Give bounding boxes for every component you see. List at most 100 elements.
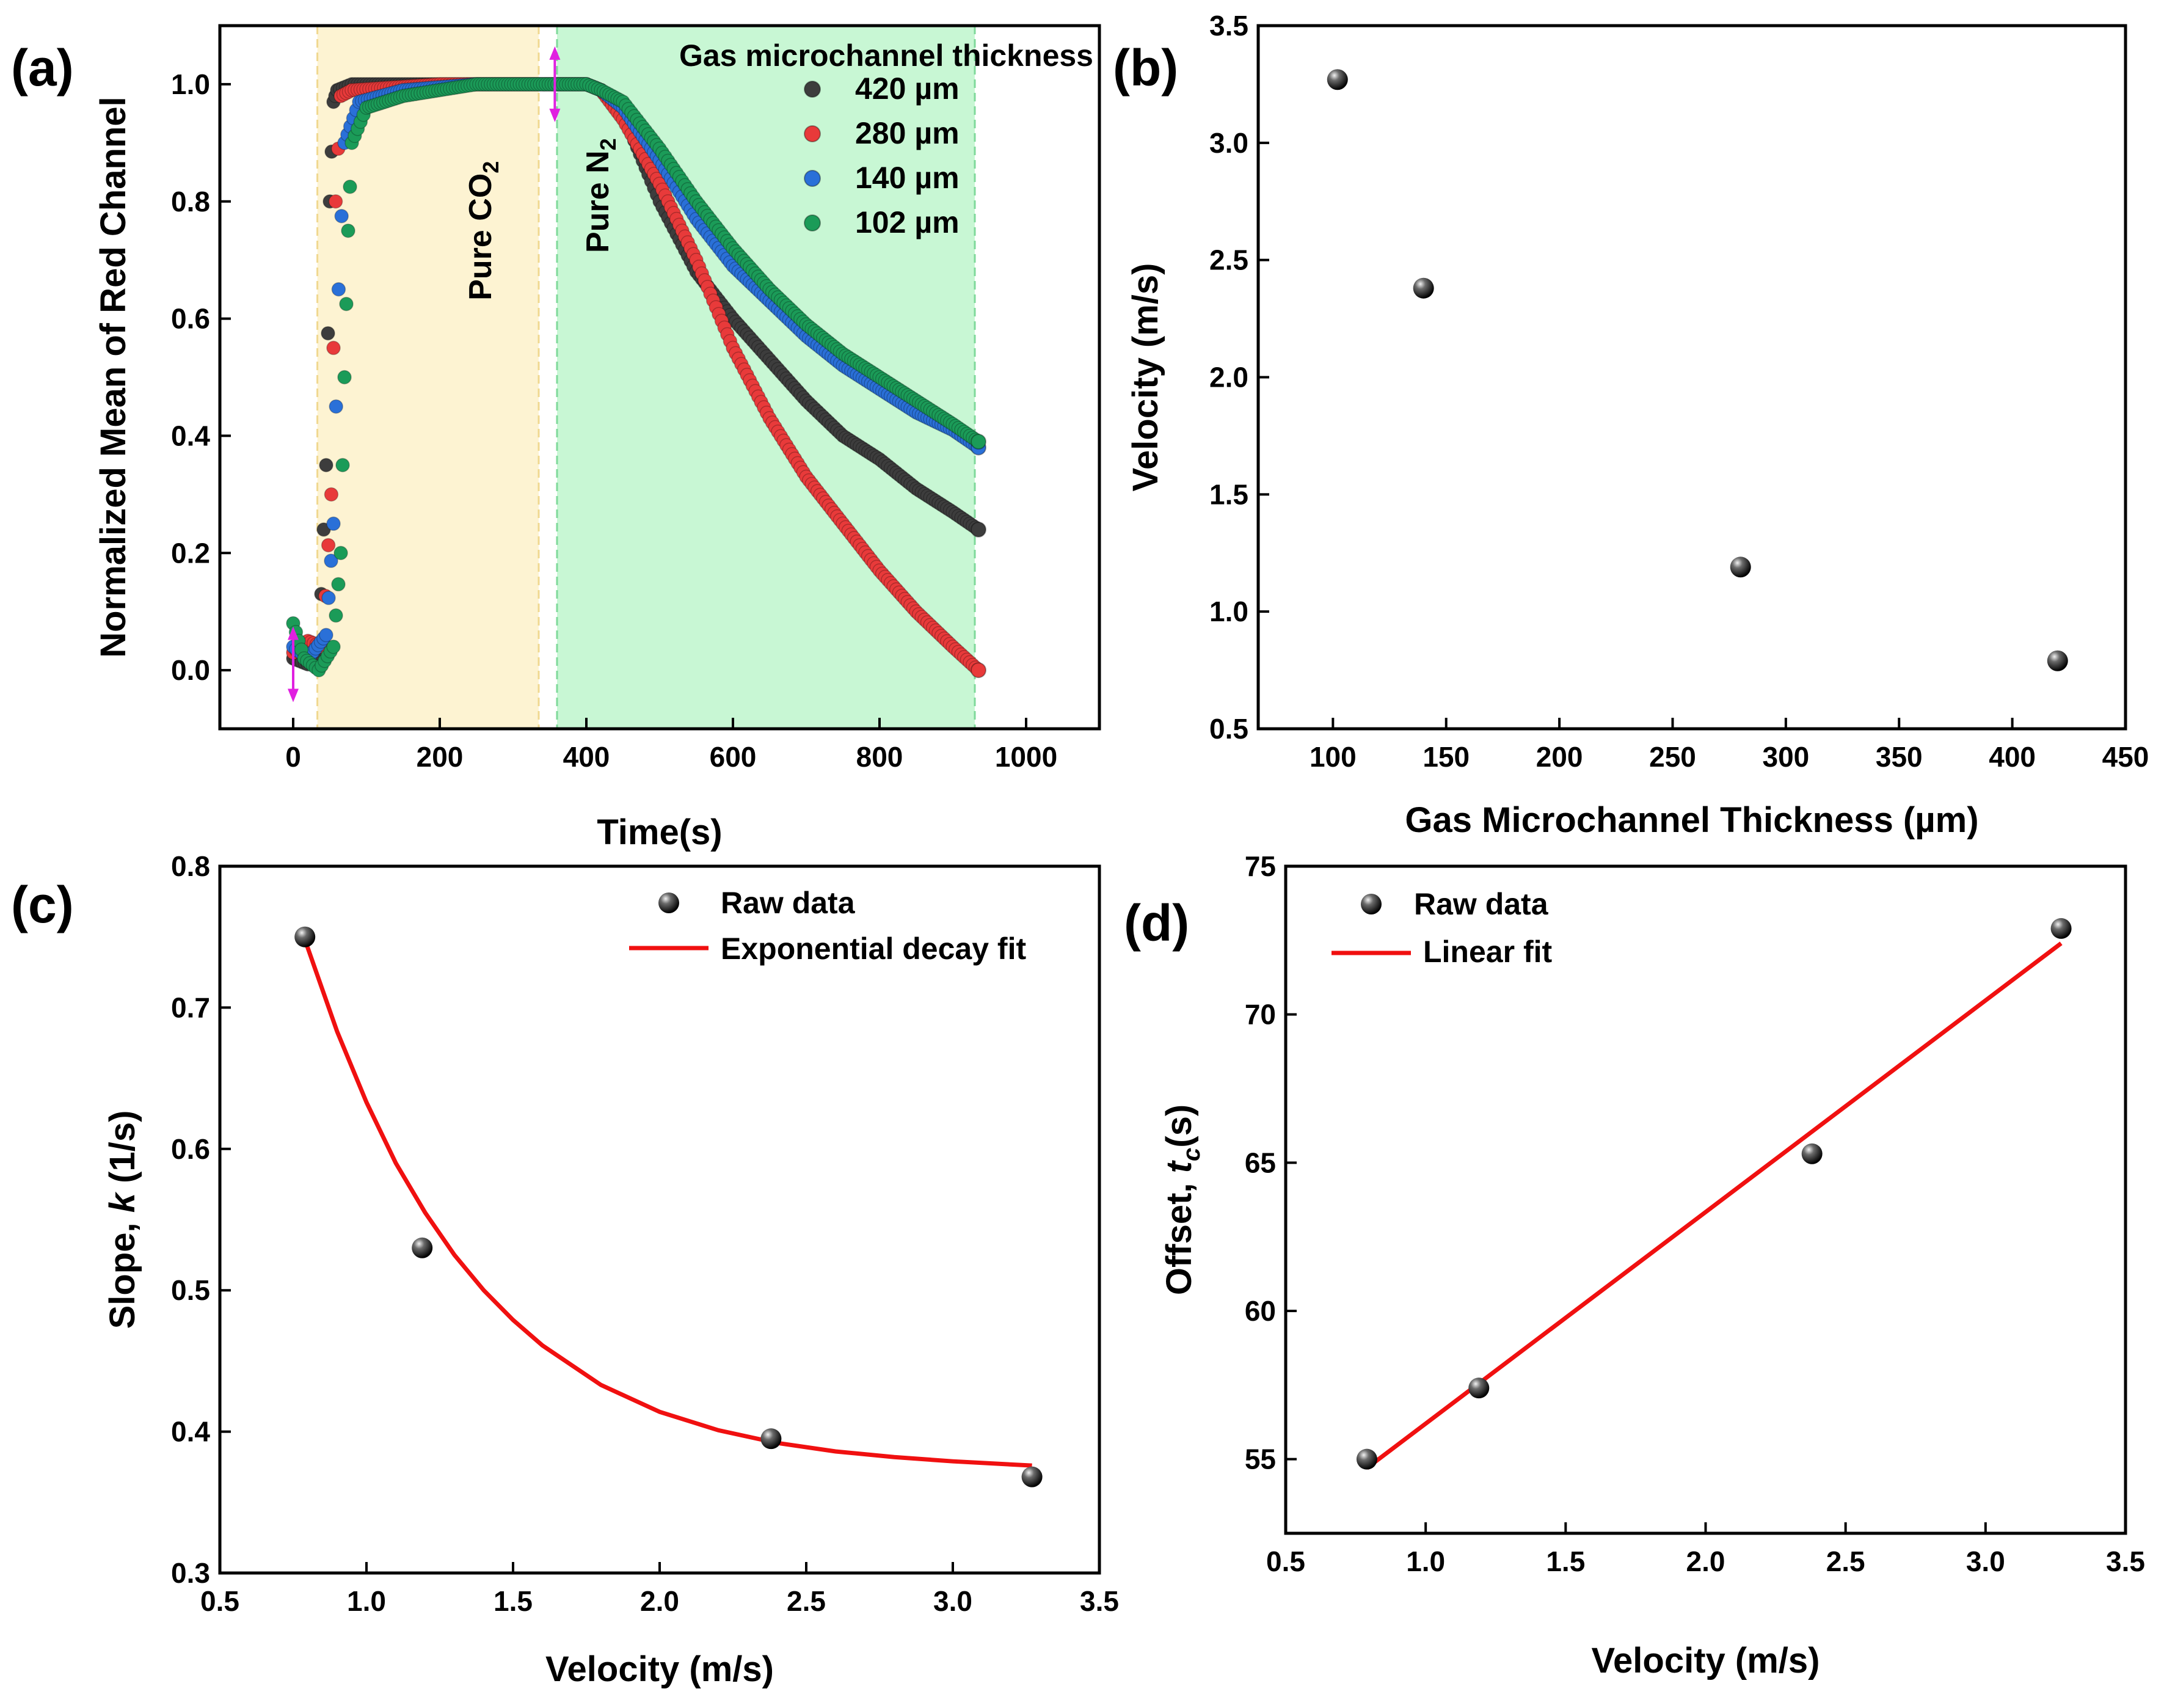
y-tick-label: 1.0: [171, 68, 210, 100]
x-tick-label: 800: [856, 741, 903, 773]
y-tick-label: 0.7: [171, 991, 210, 1023]
y-tick-label: 3.0: [1209, 127, 1248, 159]
y-tick-label: 1.0: [1209, 596, 1248, 627]
data-point: [1356, 1448, 1377, 1470]
region-n2: [557, 26, 975, 729]
x-tick-label: 450: [2102, 741, 2149, 773]
data-point: [971, 662, 986, 679]
data-point: [324, 553, 338, 568]
y-tick-label: 3.5: [1209, 10, 1248, 42]
panel-a: Pure CO2 Pure N2 Gas microchannel thicknes…: [11, 24, 1101, 852]
x-tick-label: 3.0: [933, 1585, 972, 1617]
legend-marker: [804, 170, 821, 187]
x-axis-label: Time(s): [597, 812, 722, 852]
data-point: [326, 516, 341, 531]
data-point: [339, 296, 354, 312]
marker-arrowhead: [288, 688, 299, 703]
legend-marker: [1361, 894, 1382, 914]
y-tick-label: 0.4: [171, 1416, 210, 1448]
panel-label: (b): [1113, 39, 1178, 97]
y-tick-label: 2.5: [1209, 244, 1248, 276]
legend-entry: 420 µm: [855, 71, 960, 106]
y-tick-label: 0.5: [171, 1274, 210, 1306]
panel-d: 0.5 1.0 1.5 2.0 2.5 3.0 3.5 55 60 65 70 75 Raw data L…: [1124, 850, 2145, 1681]
y-axis-label-part: t: [1159, 1159, 1199, 1173]
x-tick-label: 1000: [995, 741, 1057, 773]
legend-marker: [804, 214, 821, 232]
legend-marker: [804, 125, 821, 142]
legend-entry: 140 µm: [855, 161, 960, 195]
y-tick-label: 60: [1245, 1295, 1276, 1327]
panel-label: (a): [11, 39, 74, 97]
y-tick-label: 0.0: [171, 654, 210, 686]
y-tick-label: 1.5: [1209, 478, 1248, 510]
data-point: [335, 458, 350, 473]
y-tick-label: 0.6: [171, 1133, 210, 1165]
x-tick-label: 600: [710, 741, 757, 773]
x-tick-label: 400: [1989, 741, 2036, 773]
legend-entry: 280 µm: [855, 116, 960, 150]
data-point: [324, 487, 339, 502]
panel-b: 100 150 200 250 300 350 400 450 0.5 1.0 1.5 2.0 2.5 3…: [1113, 10, 2149, 840]
data-point: [1801, 1143, 1823, 1164]
marker-arrowhead: [549, 108, 561, 122]
data-point: [341, 223, 355, 238]
legend-title: Gas microchannel thickness: [679, 38, 1093, 73]
data-point: [2050, 918, 2072, 939]
x-axis-label: Gas Microchannel Thickness (µm): [1405, 800, 1978, 840]
legend-entry: Linear fit: [1423, 935, 1552, 969]
y-tick-label: 2.0: [1209, 362, 1248, 393]
data-point: [337, 370, 352, 385]
x-tick-label: 0.5: [1266, 1546, 1305, 1577]
x-tick-label: 200: [417, 741, 464, 773]
y-axis-label-part: (1/s): [103, 1111, 142, 1193]
x-tick-label: 350: [1876, 741, 1923, 773]
time-marker-arrow: [288, 626, 299, 703]
x-tick-label: 300: [1762, 741, 1809, 773]
data-point: [326, 639, 341, 654]
panel-label: (d): [1124, 894, 1189, 952]
data-point: [971, 434, 986, 450]
y-tick-label: 0.8: [171, 850, 210, 882]
plot-frame: [1256, 24, 2127, 731]
panel-label: (c): [11, 876, 74, 933]
data-point: [331, 282, 346, 297]
x-tick-label: 1.5: [1546, 1546, 1585, 1577]
x-tick-label: 1.0: [1406, 1546, 1445, 1577]
y-axis-label: Velocity (m/s): [1126, 263, 1165, 492]
x-axis-label: Velocity (m/s): [1592, 1641, 1820, 1681]
y-axis-label-part: Offset,: [1159, 1173, 1199, 1295]
x-tick-label: 3.0: [1966, 1546, 2005, 1577]
legend-marker: [658, 892, 679, 913]
plot-frame: [218, 864, 1101, 1575]
legend-entry: Raw data: [721, 886, 856, 920]
x-tick-label: 3.5: [2106, 1546, 2145, 1577]
y-axis-label: Offset, tc(s): [1159, 1104, 1205, 1295]
y-axis-label: Slope, k (1/s): [103, 1111, 142, 1329]
series-280: [286, 77, 986, 679]
x-tick-label: 3.5: [1080, 1585, 1119, 1617]
data-point: [326, 340, 341, 356]
time-marker-arrow: [549, 46, 561, 122]
fit-curve: [302, 939, 1032, 1468]
y-tick-label: 0.2: [171, 537, 210, 569]
region-label-n2: Pure N2: [580, 138, 621, 253]
legend-marker: [804, 81, 821, 98]
legend-entry: Exponential decay fit: [721, 932, 1026, 966]
data-point: [328, 194, 343, 209]
y-tick-label: 0.4: [171, 420, 210, 451]
x-axis-label: Velocity (m/s): [545, 1649, 774, 1689]
y-axis-label: Normalized Mean of Red Channel: [93, 97, 133, 657]
x-tick-label: 200: [1536, 741, 1583, 773]
y-tick-label: 70: [1245, 999, 1276, 1031]
data-point: [1468, 1378, 1490, 1399]
panel-c: 0.5 1.0 1.5 2.0 2.5 3.0 3.5 0.3 0.4 0.5 0.6 0.7 0.8 R…: [11, 850, 1119, 1689]
data-point: [321, 326, 335, 341]
data-point: [1413, 277, 1434, 299]
x-tick-label: 100: [1310, 741, 1357, 773]
region-label-co2: Pure CO2: [463, 161, 503, 301]
y-tick-label: 0.5: [1209, 713, 1248, 745]
data-point: [343, 180, 357, 194]
data-point: [1021, 1466, 1043, 1487]
